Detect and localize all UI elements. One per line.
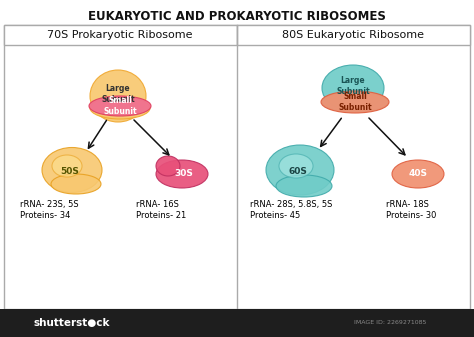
- Text: 50S: 50S: [61, 166, 80, 176]
- Text: rRNA- 16S: rRNA- 16S: [136, 200, 179, 209]
- Ellipse shape: [156, 156, 180, 176]
- Bar: [4, 25, 470, 309]
- Text: rRNA- 28S, 5.8S, 5S: rRNA- 28S, 5.8S, 5S: [250, 200, 332, 209]
- Text: IMAGE ID: 2269271085: IMAGE ID: 2269271085: [354, 320, 426, 326]
- Text: Proteins- 21: Proteins- 21: [136, 211, 186, 220]
- Ellipse shape: [42, 148, 102, 192]
- Text: Proteins- 34: Proteins- 34: [20, 211, 70, 220]
- Ellipse shape: [279, 154, 313, 178]
- Text: Small
Subunit: Small Subunit: [338, 92, 372, 112]
- Text: 30S: 30S: [174, 170, 193, 179]
- Bar: [0, 309, 474, 337]
- Ellipse shape: [89, 96, 151, 116]
- Ellipse shape: [156, 160, 208, 188]
- Ellipse shape: [322, 92, 388, 112]
- Ellipse shape: [52, 155, 82, 177]
- Text: rRNA- 18S: rRNA- 18S: [386, 200, 429, 209]
- Bar: [237, 25, 470, 45]
- Text: 70S Prokaryotic Ribosome: 70S Prokaryotic Ribosome: [47, 30, 193, 40]
- Text: rRNA- 23S, 5S: rRNA- 23S, 5S: [20, 200, 79, 209]
- Bar: [4, 25, 237, 45]
- Text: shutterst●ck: shutterst●ck: [34, 318, 110, 328]
- Ellipse shape: [90, 70, 146, 122]
- Ellipse shape: [322, 65, 384, 111]
- Text: Proteins- 45: Proteins- 45: [250, 211, 300, 220]
- Ellipse shape: [392, 160, 444, 188]
- Text: EUKARYOTIC AND PROKARYOTIC RIBOSOMES: EUKARYOTIC AND PROKARYOTIC RIBOSOMES: [88, 10, 386, 24]
- Ellipse shape: [321, 91, 389, 113]
- Text: Large
Subunit: Large Subunit: [336, 76, 370, 96]
- Text: 60S: 60S: [289, 167, 308, 177]
- Ellipse shape: [276, 175, 332, 197]
- Text: 40S: 40S: [409, 170, 428, 179]
- Ellipse shape: [90, 97, 150, 119]
- Text: 80S Eukaryotic Ribosome: 80S Eukaryotic Ribosome: [282, 30, 424, 40]
- Ellipse shape: [51, 174, 101, 194]
- Text: Proteins- 30: Proteins- 30: [386, 211, 437, 220]
- Text: Small
Subunit: Small Subunit: [103, 96, 137, 116]
- Ellipse shape: [266, 145, 334, 195]
- Text: Large
Subunit: Large Subunit: [101, 84, 135, 104]
